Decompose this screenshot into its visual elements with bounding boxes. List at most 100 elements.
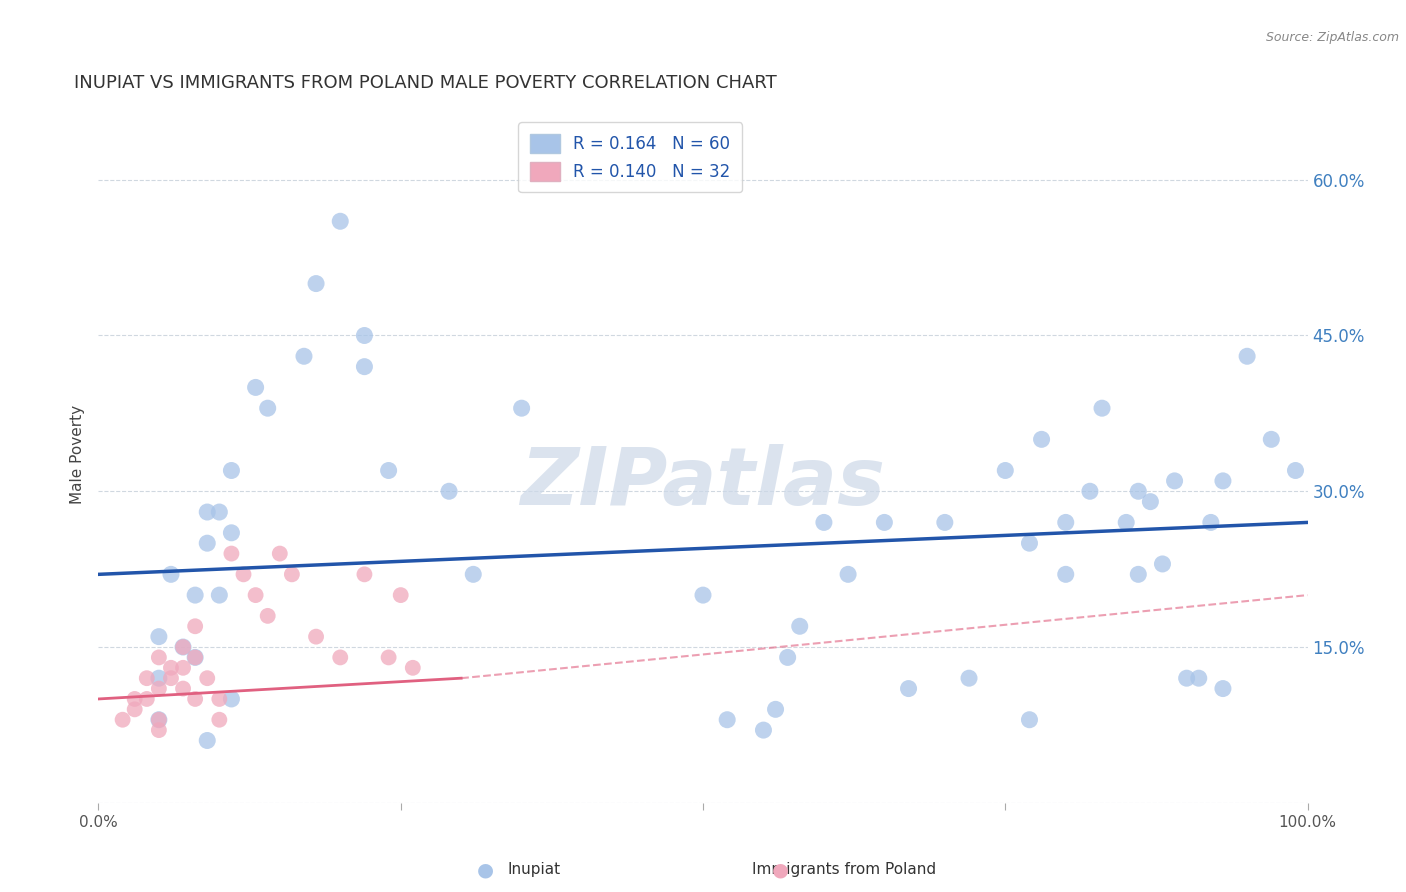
Legend: R = 0.164   N = 60, R = 0.140   N = 32: R = 0.164 N = 60, R = 0.140 N = 32 bbox=[519, 122, 742, 193]
Point bbox=[957, 671, 980, 685]
Point bbox=[1212, 681, 1234, 696]
Point bbox=[208, 505, 231, 519]
Point bbox=[765, 702, 787, 716]
Point bbox=[377, 463, 399, 477]
Point bbox=[934, 516, 956, 530]
Point bbox=[148, 713, 170, 727]
Point bbox=[281, 567, 304, 582]
Point bbox=[1163, 474, 1185, 488]
Point bbox=[148, 630, 170, 644]
Point bbox=[716, 713, 738, 727]
Text: Inupiat: Inupiat bbox=[508, 863, 561, 877]
Point bbox=[897, 681, 920, 696]
Point bbox=[160, 671, 183, 685]
Point bbox=[1018, 536, 1040, 550]
Point bbox=[1139, 494, 1161, 508]
Text: Source: ZipAtlas.com: Source: ZipAtlas.com bbox=[1265, 31, 1399, 45]
Point bbox=[184, 692, 207, 706]
Point bbox=[221, 525, 243, 540]
Point bbox=[208, 588, 231, 602]
Point bbox=[124, 702, 146, 716]
Point bbox=[353, 359, 375, 374]
Point bbox=[195, 536, 218, 550]
Point bbox=[160, 661, 183, 675]
Text: ●: ● bbox=[772, 860, 789, 880]
Text: INUPIAT VS IMMIGRANTS FROM POLAND MALE POVERTY CORRELATION CHART: INUPIAT VS IMMIGRANTS FROM POLAND MALE P… bbox=[75, 74, 778, 92]
Point bbox=[269, 547, 291, 561]
Point bbox=[510, 401, 533, 416]
Point bbox=[305, 630, 328, 644]
Point bbox=[353, 328, 375, 343]
Point bbox=[184, 588, 207, 602]
Point bbox=[195, 671, 218, 685]
Point bbox=[1018, 713, 1040, 727]
Point bbox=[184, 619, 207, 633]
Y-axis label: Male Poverty: Male Poverty bbox=[70, 405, 86, 505]
Point bbox=[208, 713, 231, 727]
Point bbox=[256, 401, 278, 416]
Point bbox=[437, 484, 460, 499]
Point bbox=[172, 661, 194, 675]
Point bbox=[148, 650, 170, 665]
Point bbox=[160, 567, 183, 582]
Point bbox=[232, 567, 254, 582]
Point bbox=[994, 463, 1017, 477]
Point bbox=[111, 713, 134, 727]
Point bbox=[148, 723, 170, 738]
Point bbox=[1152, 557, 1174, 571]
Point bbox=[172, 681, 194, 696]
Point bbox=[1054, 567, 1077, 582]
Point bbox=[1115, 516, 1137, 530]
Point bbox=[1128, 484, 1150, 499]
Point bbox=[305, 277, 328, 291]
Point bbox=[873, 516, 896, 530]
Text: ZIPatlas: ZIPatlas bbox=[520, 443, 886, 522]
Point bbox=[389, 588, 412, 602]
Point bbox=[221, 463, 243, 477]
Point bbox=[1031, 433, 1053, 447]
Point bbox=[692, 588, 714, 602]
Point bbox=[195, 733, 218, 747]
Point bbox=[329, 214, 352, 228]
Point bbox=[124, 692, 146, 706]
Point bbox=[353, 567, 375, 582]
Point bbox=[776, 650, 799, 665]
Point bbox=[813, 516, 835, 530]
Point bbox=[329, 650, 352, 665]
Point bbox=[1199, 516, 1222, 530]
Point bbox=[1236, 349, 1258, 363]
Point bbox=[463, 567, 485, 582]
Point bbox=[1175, 671, 1198, 685]
Point bbox=[1260, 433, 1282, 447]
Point bbox=[148, 681, 170, 696]
Point bbox=[292, 349, 315, 363]
Point bbox=[221, 547, 243, 561]
Text: Immigrants from Poland: Immigrants from Poland bbox=[752, 863, 935, 877]
Point bbox=[256, 608, 278, 623]
Point bbox=[172, 640, 194, 654]
Point bbox=[1188, 671, 1211, 685]
Point bbox=[1284, 463, 1306, 477]
Point bbox=[184, 650, 207, 665]
Point bbox=[208, 692, 231, 706]
Text: ●: ● bbox=[477, 860, 494, 880]
Point bbox=[1091, 401, 1114, 416]
Point bbox=[402, 661, 425, 675]
Point bbox=[752, 723, 775, 738]
Point bbox=[195, 505, 218, 519]
Point bbox=[245, 588, 267, 602]
Point bbox=[148, 713, 170, 727]
Point bbox=[377, 650, 399, 665]
Point bbox=[148, 671, 170, 685]
Point bbox=[172, 640, 194, 654]
Point bbox=[221, 692, 243, 706]
Point bbox=[245, 380, 267, 394]
Point bbox=[135, 671, 157, 685]
Point bbox=[1054, 516, 1077, 530]
Point bbox=[184, 650, 207, 665]
Point bbox=[1078, 484, 1101, 499]
Point bbox=[837, 567, 859, 582]
Point bbox=[1128, 567, 1150, 582]
Point bbox=[135, 692, 157, 706]
Point bbox=[1212, 474, 1234, 488]
